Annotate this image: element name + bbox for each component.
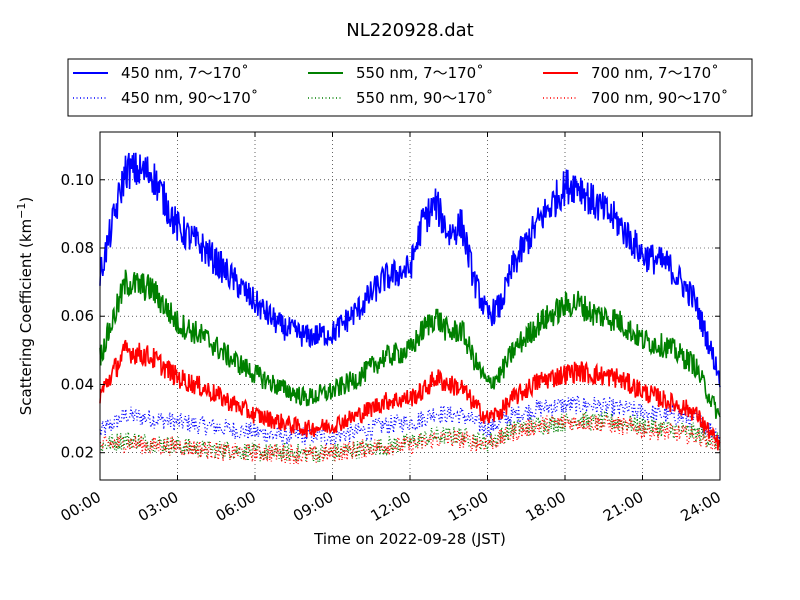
y-axis-label-main: Scattering Coefficient (km — [17, 219, 35, 415]
legend-label-6: 700 nm, 90～170˚ — [591, 89, 728, 107]
legend-box — [67, 58, 753, 117]
legend-label-2: 450 nm, 90～170˚ — [121, 89, 258, 107]
series-line-3 — [99, 269, 721, 419]
y-axis-label: Scattering Coefficient (km−1) — [15, 197, 35, 416]
y-tick-label: 0.10 — [61, 171, 94, 189]
y-tick-labels: 0.02 0.04 0.06 0.08 0.10 — [61, 171, 94, 462]
legend: 450 nm, 7～170˚ 450 nm, 90～170˚ 550 nm, 7～1… — [67, 58, 753, 117]
legend-label-4: 550 nm, 90～170˚ — [356, 89, 493, 107]
legend-label-3: 550 nm, 7～170˚ — [356, 64, 484, 82]
y-tick-label: 0.06 — [61, 307, 94, 325]
series-line-2 — [99, 392, 721, 447]
x-axis-label: Time on 2022-09-28 (JST) — [313, 530, 506, 548]
series-line-1 — [99, 152, 721, 388]
y-axis-label-close: ) — [17, 197, 35, 203]
series-line-5 — [99, 339, 721, 451]
legend-label-5: 700 nm, 7～170˚ — [591, 64, 719, 82]
series-group — [99, 152, 721, 465]
axis-ticks — [99, 132, 721, 480]
chart-title: NL220928.dat — [346, 20, 473, 41]
legend-label-1: 450 nm, 7～170˚ — [121, 64, 249, 82]
y-tick-label: 0.08 — [61, 239, 94, 257]
y-tick-label: 0.02 — [61, 444, 94, 462]
y-axis-label-exponent: −1 — [15, 203, 28, 219]
y-tick-label: 0.04 — [61, 375, 94, 393]
series-line-4 — [99, 411, 721, 464]
